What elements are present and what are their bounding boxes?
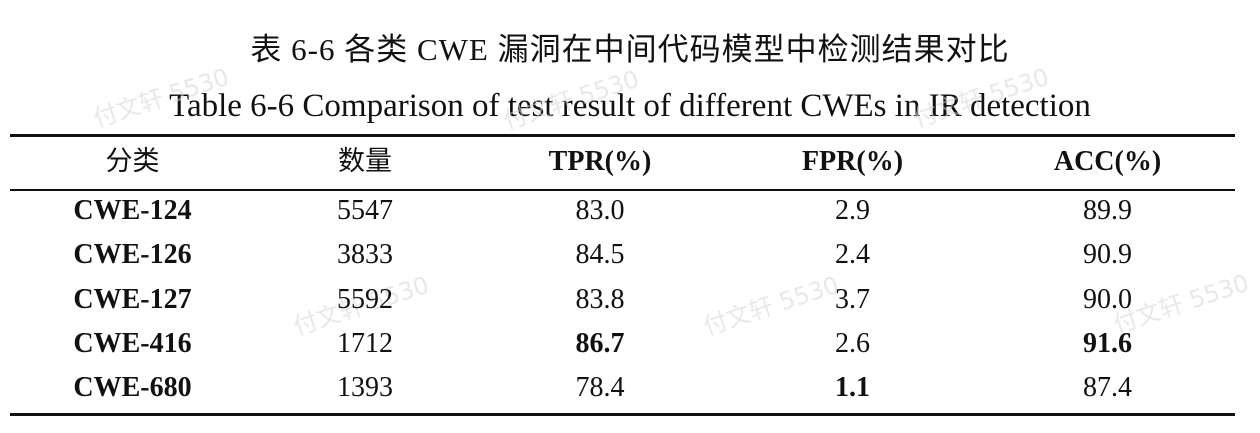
row-tpr-cell: 83.0 bbox=[575, 195, 625, 226]
row-fpr-cell: 2.6 bbox=[835, 328, 870, 359]
header-category: 分类 bbox=[105, 146, 160, 177]
row-count-cell: 5547 bbox=[337, 195, 393, 226]
row-category-cell: CWE-127 bbox=[73, 284, 192, 315]
row-count-cell: 1712 bbox=[337, 328, 393, 359]
row-category-cell: CWE-124 bbox=[73, 195, 192, 226]
row-acc-cell: 90.0 bbox=[1083, 284, 1132, 315]
table-header-rule bbox=[10, 189, 1235, 191]
row-tpr-cell: 84.5 bbox=[575, 239, 625, 270]
row-fpr-cell: 2.4 bbox=[835, 239, 870, 270]
row-fpr-cell: 2.9 bbox=[835, 195, 870, 226]
row-tpr-cell-best: 86.7 bbox=[575, 328, 625, 359]
row-count-cell: 5592 bbox=[337, 284, 393, 315]
table-bottom-rule bbox=[10, 413, 1235, 416]
header-acc: ACC(%) bbox=[1053, 146, 1162, 177]
header-fpr: FPR(%) bbox=[801, 146, 904, 177]
row-category-cell: CWE-680 bbox=[73, 372, 192, 403]
row-fpr-cell: 3.7 bbox=[835, 284, 870, 315]
row-tpr-cell: 78.4 bbox=[575, 372, 625, 403]
row-acc-cell-best: 91.6 bbox=[1083, 328, 1132, 359]
row-acc-cell: 89.9 bbox=[1083, 195, 1132, 226]
table-caption-chinese: 表 6-6 各类 CWE 漏洞在中间代码模型中检测结果对比 bbox=[250, 32, 1010, 67]
row-category-cell: CWE-126 bbox=[73, 239, 192, 270]
row-count-cell: 3833 bbox=[337, 239, 393, 270]
header-count: 数量 bbox=[338, 146, 392, 177]
row-acc-cell: 90.9 bbox=[1083, 239, 1132, 270]
row-fpr-cell-best: 1.1 bbox=[835, 372, 870, 403]
row-count-cell: 1393 bbox=[337, 372, 393, 403]
row-category-cell: CWE-416 bbox=[73, 328, 192, 359]
row-acc-cell: 87.4 bbox=[1083, 372, 1132, 403]
header-tpr: TPR(%) bbox=[548, 146, 652, 177]
row-tpr-cell: 83.8 bbox=[575, 284, 625, 315]
table-caption-english: Table 6-6 Comparison of test result of d… bbox=[169, 88, 1091, 124]
table-top-rule bbox=[10, 134, 1235, 137]
